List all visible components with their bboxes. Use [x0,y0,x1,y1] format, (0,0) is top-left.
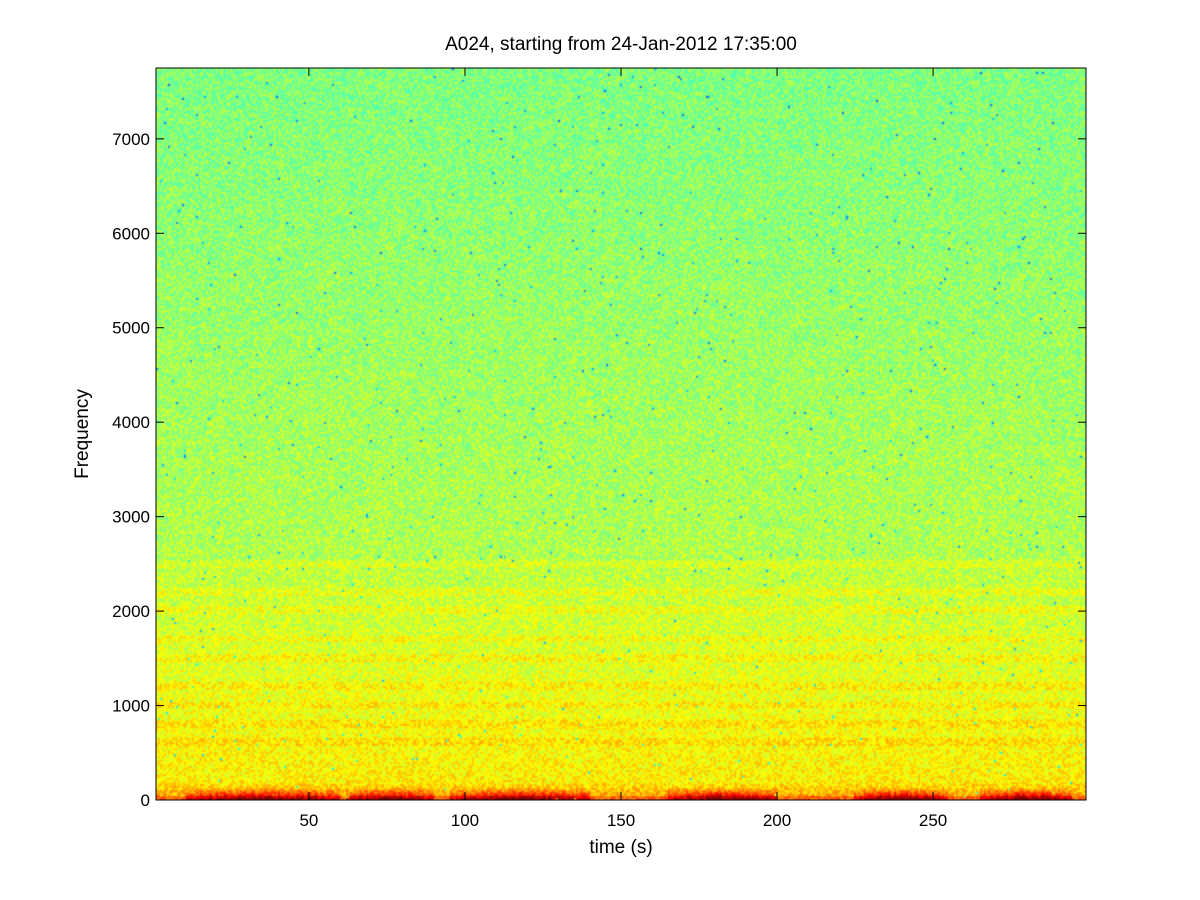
x-tick-label: 150 [607,811,635,830]
y-axis-ticks: 0 1000 2000 3000 4000 5000 6000 7000 [112,130,1086,810]
y-tick-label: 5000 [112,319,150,338]
y-tick-label: 7000 [112,130,150,149]
y-tick-label: 6000 [112,224,150,243]
y-tick-label: 1000 [112,697,150,716]
x-axis-label: time (s) [589,837,652,858]
y-tick-label: 2000 [112,602,150,621]
y-tick-label: 4000 [112,413,150,432]
y-axis-label: Frequency [72,389,93,479]
x-tick-label: 100 [451,811,479,830]
x-tick-label: 250 [919,811,947,830]
spectrogram-heatmap [156,68,1086,800]
x-axis-ticks: 50 100 150 200 250 [299,68,947,830]
x-tick-label: 50 [299,811,318,830]
y-tick-label: 3000 [112,508,150,527]
x-tick-label: 200 [763,811,791,830]
chart-title: A024, starting from 24-Jan-2012 17:35:00 [445,34,797,55]
y-tick-label: 0 [141,791,150,810]
